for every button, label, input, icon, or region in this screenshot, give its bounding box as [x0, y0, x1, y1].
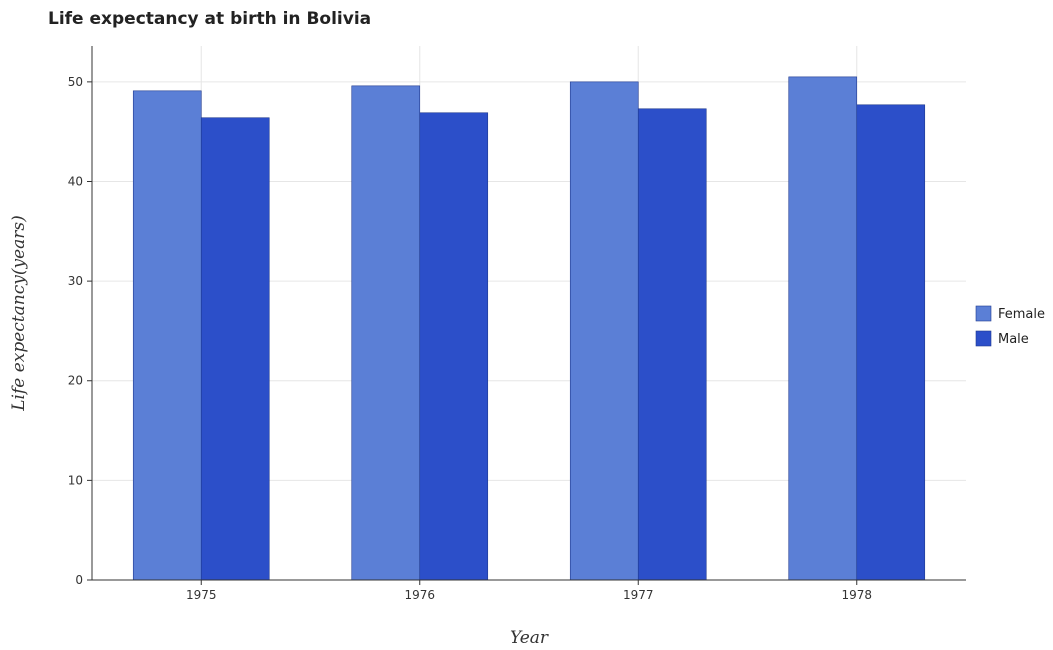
y-tick-label: 10 [68, 473, 83, 487]
x-tick-label: 1975 [186, 588, 217, 602]
legend-swatch-female [975, 305, 992, 322]
y-tick-label: 20 [68, 374, 83, 388]
x-axis-label: Year [510, 628, 549, 648]
bar-female-1977 [569, 81, 639, 581]
bars [132, 76, 926, 581]
bar-female-1975 [132, 90, 202, 581]
legend: Female Male [975, 305, 1045, 347]
axes [87, 46, 966, 585]
legend-label-female: Female [998, 307, 1045, 322]
bar-female-1976 [351, 85, 421, 581]
y-tick-label: 50 [68, 75, 83, 89]
legend-swatch-male [975, 330, 992, 347]
bar-male-1975 [200, 117, 270, 581]
y-tick-label: 0 [75, 573, 83, 587]
chart-title: Life expectancy at birth in Bolivia [48, 9, 371, 29]
bar-male-1978 [856, 104, 926, 581]
bar-female-1978 [788, 76, 858, 581]
bar-male-1977 [637, 108, 707, 581]
bar-male-1976 [419, 112, 489, 581]
legend-label-male: Male [998, 332, 1029, 347]
y-tick-label: 40 [68, 174, 83, 188]
x-tick-label: 1976 [404, 588, 435, 602]
x-tick-label: 1978 [841, 588, 872, 602]
y-tick-label: 30 [68, 274, 83, 288]
x-tick-label: 1977 [623, 588, 654, 602]
y-axis-label: Life expectancy(years) [9, 215, 29, 412]
tick-labels: 0 10 20 30 40 50 1975 1976 1977 1978 [68, 75, 872, 602]
